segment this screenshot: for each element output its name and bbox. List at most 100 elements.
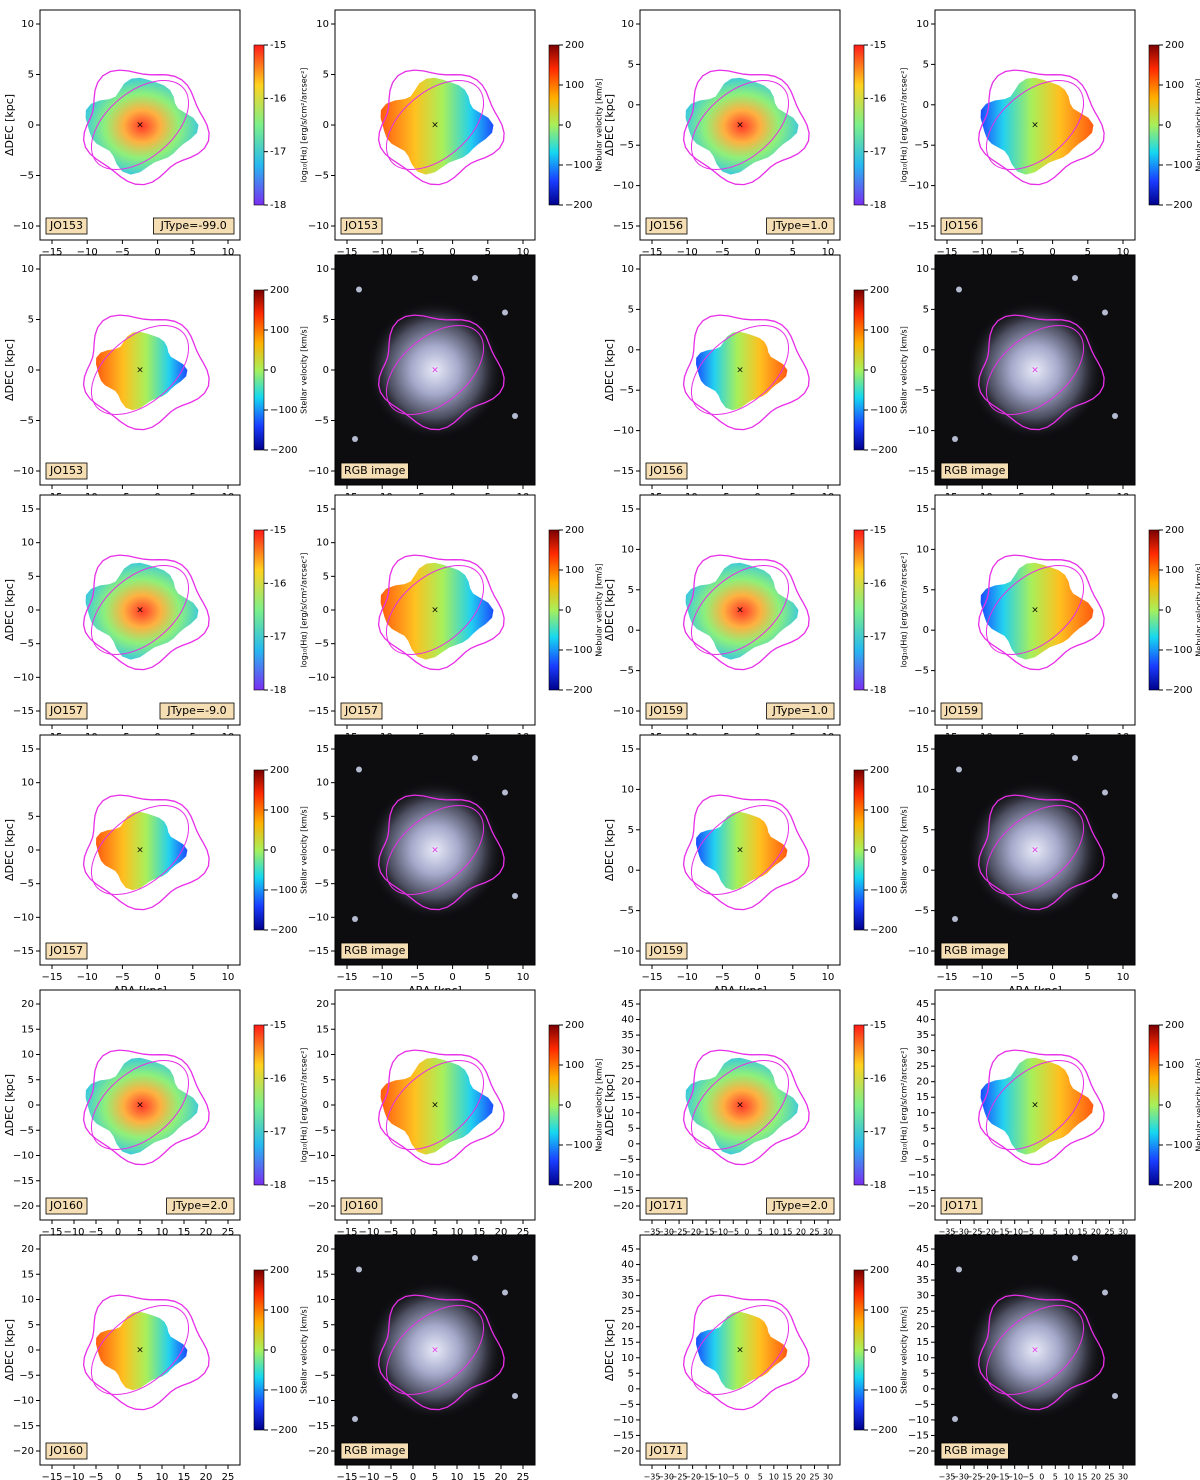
y-tick-label: 25 — [916, 1306, 929, 1317]
galaxy-label-box — [45, 462, 88, 480]
star — [956, 286, 962, 293]
colorbar-tick-label: −100 — [870, 405, 897, 416]
halpha-colorbar — [253, 1024, 265, 1186]
x-tick-label: −15 — [698, 1473, 715, 1480]
y-tick-label: 15 — [21, 504, 34, 515]
disc-ellipse — [690, 1059, 790, 1151]
star — [1072, 275, 1078, 281]
star — [472, 755, 478, 761]
y-tick-label: 0 — [28, 1100, 34, 1111]
y-axis-label: ΔDEC [kpc] — [3, 819, 16, 881]
y-tick-label: −5 — [314, 171, 329, 182]
x-tick-label: 20 — [495, 1227, 508, 1238]
y-tick-label: 0 — [323, 1100, 329, 1111]
y-tick-label: −10 — [13, 466, 34, 477]
y-tick-label: 15 — [21, 1269, 34, 1280]
rgb-label: RGB image — [344, 464, 406, 477]
colorbar-tick-label: −200 — [870, 925, 897, 936]
x-tick-label: 5 — [432, 1472, 438, 1480]
galaxy-label-box — [45, 942, 88, 960]
y-tick-label: −10 — [908, 1170, 929, 1181]
halpha-map — [685, 562, 799, 660]
colorbar-tick-label: −100 — [870, 885, 897, 896]
y-tick-label: 15 — [316, 1269, 329, 1280]
galaxy-contour — [377, 1294, 505, 1411]
colorbar-tick-label: 0 — [1165, 120, 1171, 131]
colorbar-tick-label: −200 — [270, 1425, 297, 1436]
x-tick-label: −15 — [993, 1473, 1010, 1480]
y-tick-label: −15 — [13, 1176, 34, 1187]
star — [352, 1416, 358, 1422]
y-tick-label: −20 — [908, 1201, 929, 1212]
x-tick-label: 5 — [137, 1227, 143, 1238]
y-axis-label: ΔDEC [kpc] — [3, 339, 16, 401]
star — [1112, 1393, 1118, 1399]
galaxy-label-box — [940, 702, 983, 720]
disc-ellipse — [985, 1304, 1085, 1396]
stellar-colorbar — [253, 769, 265, 931]
colorbar-tick-label: −100 — [1165, 160, 1192, 171]
x-tick-label: 0 — [154, 247, 160, 258]
galaxy-contour — [682, 1294, 810, 1411]
colorbar-tick-label: -16 — [270, 1073, 286, 1084]
y-tick-label: 20 — [316, 999, 329, 1010]
y-tick-label: 0 — [923, 1384, 929, 1395]
x-tick-label: 10 — [222, 972, 235, 983]
y-tick-label: −5 — [619, 906, 634, 917]
x-tick-label: −35 — [939, 1473, 956, 1480]
y-tick-label: 10 — [316, 264, 329, 275]
y-tick-label: 5 — [628, 1123, 634, 1134]
disc-ellipse — [985, 564, 1085, 656]
colorbar-tick-label: -16 — [270, 578, 286, 589]
nebular-velocity-map — [980, 1057, 1094, 1155]
disc-ellipse — [385, 324, 485, 416]
nebular-velocity-map — [380, 77, 494, 175]
stellar-colorbar — [853, 769, 865, 931]
colorbar-tick-label: 100 — [270, 1305, 289, 1316]
nebular-colorbar — [1148, 529, 1160, 691]
y-tick-label: 15 — [916, 1337, 929, 1348]
colorbar-tick-label: 0 — [1165, 1100, 1171, 1111]
x-tick-label: −10 — [372, 972, 393, 983]
y-tick-label: 0 — [628, 865, 634, 876]
panel-jo160-halpha: −15 −10 −5 0 5 10 15 20 2520151050−5−10−15−20×JO… — [3, 989, 309, 1238]
galaxy-label: JO153 — [49, 464, 83, 477]
x-tick-label: 30 — [1118, 1228, 1128, 1237]
jtype-label-box — [159, 702, 235, 720]
y-tick-label: 10 — [316, 1295, 329, 1306]
colorbar-tick-label: 200 — [270, 1265, 289, 1276]
x-tick-label: −10 — [972, 247, 993, 258]
colorbar-label: Nebular velocity [km/s] — [595, 78, 604, 171]
x-tick-label: −5 — [410, 972, 425, 983]
y-tick-label: −10 — [613, 946, 634, 957]
y-tick-label: 30 — [916, 1291, 929, 1302]
colorbar-tick-label: −100 — [270, 1385, 297, 1396]
galaxy-label: JO159 — [944, 704, 978, 717]
x-tick-label: −10 — [677, 247, 698, 258]
x-tick-label: 25 — [517, 1472, 530, 1480]
colorbar-tick-label: -17 — [270, 632, 286, 643]
galaxy-label-box — [645, 1442, 688, 1460]
y-tick-label: 20 — [316, 1244, 329, 1255]
y-tick-label: 0 — [323, 845, 329, 856]
center-mark: × — [431, 846, 439, 856]
colorbar-label: Stellar velocity [km/s] — [300, 326, 309, 414]
disc-ellipse — [385, 564, 485, 656]
colorbar-tick-label: -17 — [270, 1127, 286, 1138]
x-tick-label: −10 — [677, 972, 698, 983]
y-tick-label: 10 — [916, 1108, 929, 1119]
y-tick-label: 0 — [923, 100, 929, 111]
colorbar-tick-label: -16 — [870, 578, 886, 589]
colorbar-tick-label: -16 — [270, 93, 286, 104]
y-tick-label: 15 — [316, 744, 329, 755]
galaxy-contour — [82, 794, 210, 911]
disc-ellipse — [690, 564, 790, 656]
disc-ellipse — [985, 79, 1085, 171]
y-tick-label: −15 — [908, 1185, 929, 1196]
y-tick-label: 15 — [916, 744, 929, 755]
panel-jo171-nebular: −35−30−25−20−15−10 −5 0 5 10 15 20 25 3045403530… — [908, 989, 1200, 1237]
galaxy-contour — [82, 1049, 210, 1166]
nebular-colorbar — [548, 44, 560, 206]
rgb-galaxy — [967, 1281, 1103, 1419]
